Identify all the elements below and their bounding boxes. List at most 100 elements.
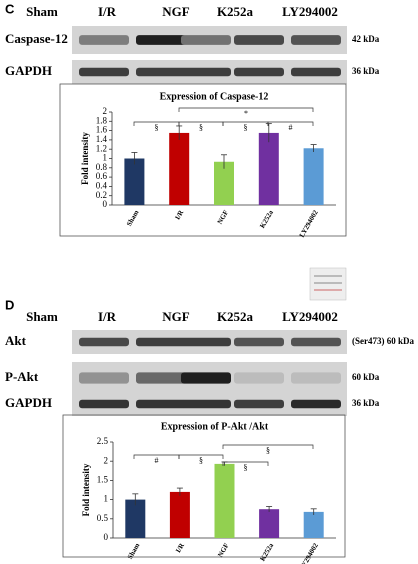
y-axis-label: Fold intensity [81,463,91,516]
blot-band [181,372,231,384]
blot-label: Caspase-12 [5,31,68,46]
blot-band [234,399,284,409]
y-tick-label: 1.2 [96,143,107,153]
lane-label: NGF [162,309,190,324]
lane-label: Sham [26,309,58,324]
bar [303,511,324,538]
blot-label: GAPDH [5,395,52,410]
y-tick-label: 2 [103,106,108,116]
blot-band [136,67,186,77]
blot-band [79,67,129,77]
significance-mark: * [244,109,248,118]
significance-mark: # [289,123,293,132]
significance-mark: § [244,463,248,472]
y-tick-label: 0.2 [96,190,107,200]
blot-label: P-Akt [5,369,39,384]
y-tick-label: 1.4 [96,134,108,144]
lane-label: K252a [217,4,254,19]
x-tick-label: LY294002 [298,541,320,564]
significance-mark: § [199,456,203,465]
significance-mark: § [266,446,270,455]
bar [125,499,146,538]
blot-size: 36 kDa [352,398,380,408]
x-tick-label: LY294002 [298,208,320,238]
significance-bracket [222,444,314,449]
x-tick-label: K252a [258,208,275,229]
blot-band [79,337,129,347]
blot-band [136,337,186,347]
bar [214,161,234,205]
blot-band [234,372,284,384]
blot-band [181,399,231,409]
blot-band [291,372,341,384]
bar [214,463,235,538]
blot-band [291,337,341,347]
blot-band [234,337,284,347]
y-tick-label: 0.8 [96,162,108,172]
panel-label: D [5,297,14,312]
blot-size: 42 kDa [352,34,380,44]
blot-band [181,35,231,45]
blot-band [234,35,284,45]
significance-mark: # [155,456,159,465]
chart-frame [62,414,346,558]
y-tick-label: 1 [104,494,109,504]
y-tick-label: 2.5 [97,436,109,446]
x-tick-label: NGF [216,542,230,559]
blot-band [291,35,341,45]
blot-band [136,35,186,45]
bar [258,132,279,205]
x-tick-label: I/R [174,208,186,221]
lane-label: I/R [98,4,117,19]
y-tick-label: 1.6 [96,125,108,135]
blot-band [291,67,341,77]
lane-label: Sham [26,4,58,19]
significance-bracket [178,454,224,459]
blot-band [291,399,341,409]
y-axis-label: Fold intensity [80,132,90,185]
bar [259,509,280,538]
y-tick-label: 1.5 [97,474,109,484]
y-tick-label: 2 [104,455,109,465]
bar [169,132,190,205]
blot-size: 60 kDa [352,372,380,382]
x-tick-label: Sham [125,209,141,228]
x-tick-label: Sham [126,542,142,561]
y-tick-label: 1.8 [96,115,108,125]
blot-band [136,372,186,384]
y-tick-label: 0.6 [96,171,108,181]
chart-frame [59,83,347,237]
x-tick-label: NGF [216,209,230,226]
blot-band [79,35,129,45]
blot-band [79,399,129,409]
chart-title: Expression of Caspase-12 [160,91,269,102]
y-tick-label: 1 [103,153,108,163]
panel-label: C [5,1,15,16]
lane-label: I/R [98,309,117,324]
lane-label: NGF [162,4,190,19]
y-tick-label: 0.4 [96,180,108,190]
bar [124,158,145,205]
significance-bracket [267,121,314,126]
lane-label: LY294002 [282,4,338,19]
blot-band [79,372,129,384]
significance-mark: § [199,123,203,132]
blot-band [136,399,186,409]
y-tick-label: 0.5 [97,513,109,523]
significance-mark: § [244,123,248,132]
blot-label: GAPDH [5,63,52,78]
chart-title: Expression of P-Akt /Akt [161,421,269,432]
bar [303,148,324,205]
significance-bracket [178,107,314,112]
blot-band [181,67,231,77]
y-tick-label: 0 [104,532,109,542]
lane-label: LY294002 [282,309,338,324]
x-tick-label: K252a [259,541,276,562]
blot-band [181,337,231,347]
blot-size: (Ser473) 60 kDa [352,336,414,346]
bar [169,491,190,538]
x-tick-label: I/R [174,541,186,554]
significance-bracket [222,461,269,466]
significance-mark: § [155,123,159,132]
